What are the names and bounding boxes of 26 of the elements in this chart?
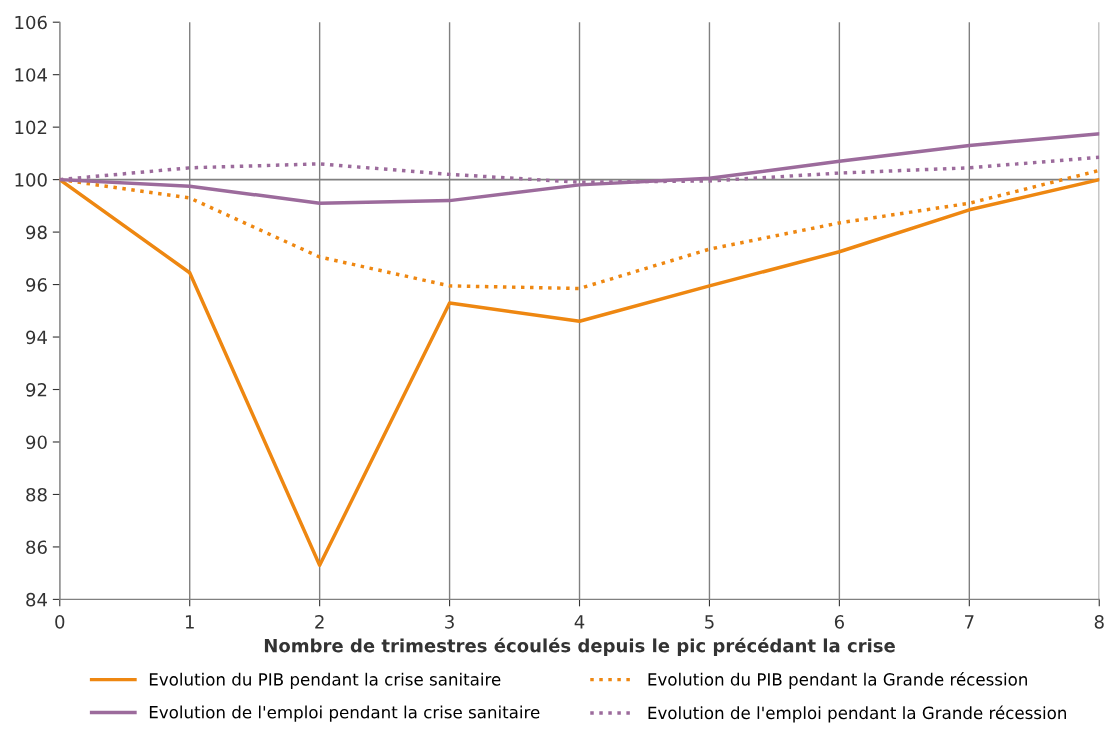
x-tick-label: 2	[315, 615, 324, 629]
x-tick-label: 8	[1094, 615, 1104, 629]
legend-label: Evolution de l'emploi pendant la crise sanitaire	[149, 705, 540, 722]
legend-label: Evolution de l'emploi pendant la Grande récession	[648, 705, 1066, 723]
y-tick-label: 100	[15, 173, 47, 187]
x-tick-label: 5	[705, 615, 714, 629]
y-tick-label: 90	[26, 435, 47, 450]
y-tick-label: 94	[26, 330, 47, 345]
y-tick-label: 86	[26, 540, 47, 555]
y-tick-label: 106	[15, 15, 47, 30]
y-tick-label: 104	[15, 68, 47, 82]
y-tick-label: 84	[26, 592, 47, 607]
y-tick-label: 88	[26, 487, 47, 502]
x-tick-label: 1	[185, 615, 194, 629]
y-tick-label: 98	[26, 225, 47, 240]
x-tick-label: 4	[574, 615, 585, 629]
y-tick-label: 92	[26, 382, 47, 397]
y-tick-label: 102	[15, 120, 47, 135]
legend-label: Evolution du PIB pendant la crise sanitaire	[149, 672, 501, 689]
x-tick-label: 0	[55, 615, 65, 629]
x-tick-label: 3	[445, 615, 454, 629]
legend-label: Evolution du PIB pendant la Grande récession	[648, 672, 1027, 689]
x-axis-title: Nombre de trimestres écoulés depuis le pic précédant la crise	[264, 637, 895, 656]
y-tick-label: 96	[26, 278, 47, 292]
x-tick-label: 7	[965, 615, 974, 629]
x-tick-label: 6	[834, 615, 844, 629]
